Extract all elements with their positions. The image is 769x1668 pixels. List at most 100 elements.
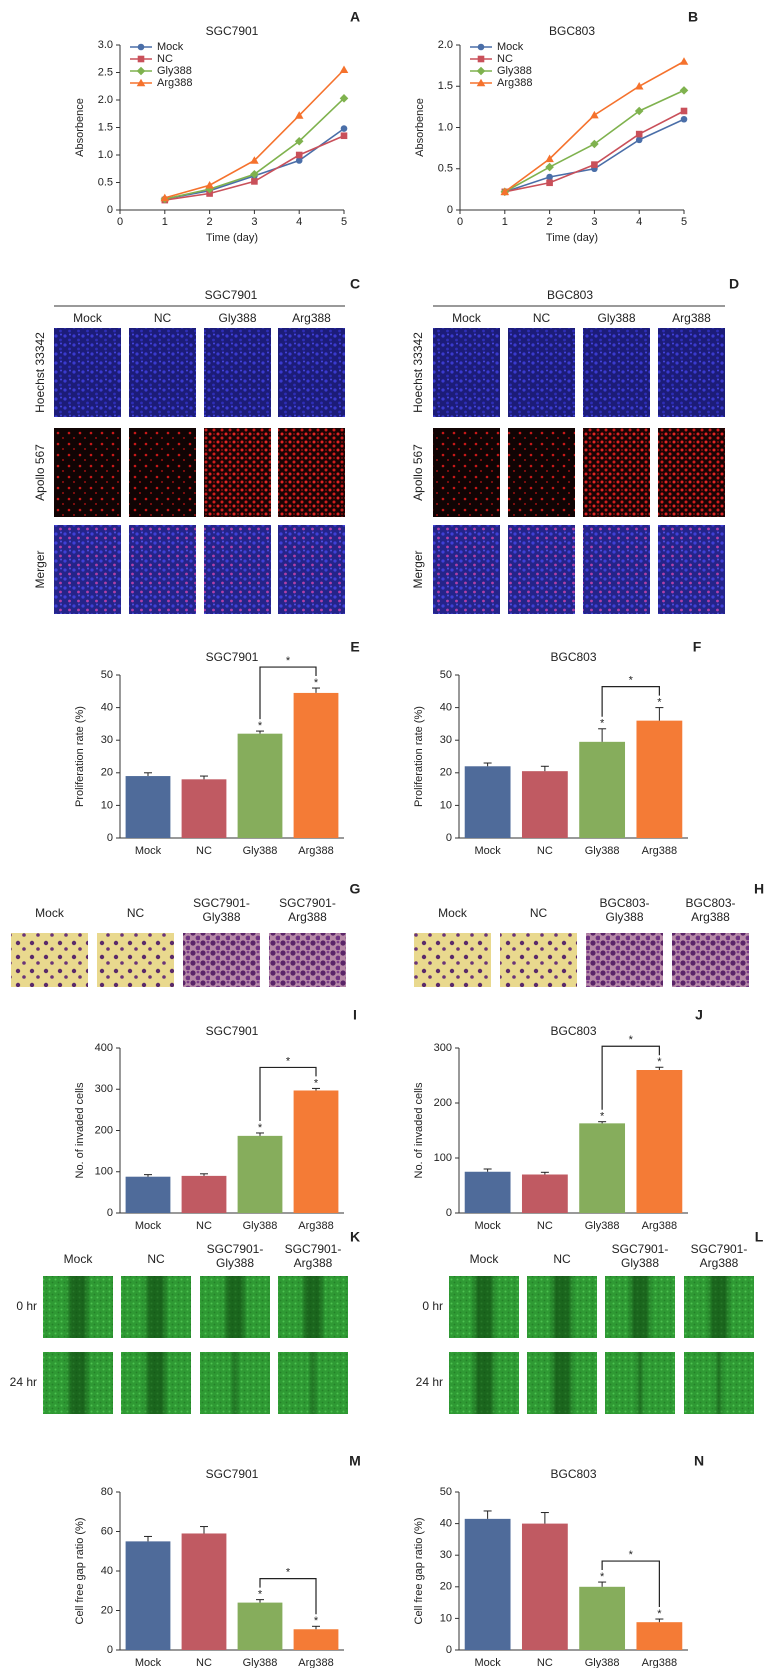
x-tick-label: 0	[457, 216, 463, 228]
x-tick-label: Mock	[474, 1657, 501, 1668]
wound-gap	[200, 1352, 270, 1414]
micrograph	[204, 525, 271, 614]
marker	[339, 65, 349, 74]
chart-title: SGC7901	[206, 1467, 259, 1481]
x-tick-label: Gly388	[585, 1657, 620, 1668]
legend-label: NC	[157, 53, 173, 65]
marker	[679, 86, 689, 95]
marker	[590, 110, 599, 119]
marker	[546, 179, 553, 187]
wound-gap	[278, 1352, 348, 1414]
column-label: NC	[127, 906, 145, 920]
y-tick-label: 50	[440, 669, 452, 681]
marker	[251, 178, 258, 185]
micrograph	[586, 933, 663, 987]
error-bar	[256, 730, 264, 734]
micrograph	[204, 328, 271, 417]
legend-marker	[137, 55, 145, 63]
micrograph	[54, 328, 121, 417]
bar	[125, 1541, 171, 1650]
panel-letter: C	[350, 276, 360, 292]
column-label: BGC803-	[685, 896, 735, 910]
error-bar	[200, 1526, 208, 1534]
column-label: NC	[530, 906, 548, 920]
marker	[339, 94, 349, 103]
panel-letter: J	[695, 1007, 703, 1023]
column-label: Gly388	[621, 1256, 659, 1270]
panel-letter: M	[349, 1453, 361, 1469]
panel-letter: K	[350, 1229, 360, 1245]
bar	[125, 776, 171, 838]
x-tick-label: Gly388	[585, 845, 620, 857]
bar	[237, 1602, 283, 1650]
panel-letter: D	[729, 276, 739, 292]
chart-title: SGC7901	[206, 650, 259, 664]
x-tick-label: 1	[502, 216, 508, 228]
micrograph	[129, 525, 196, 614]
legend-label: Mock	[157, 41, 184, 53]
column-label: Mock	[438, 906, 468, 920]
error-bar	[256, 1132, 264, 1136]
row-label: 24 hr	[10, 1375, 37, 1389]
x-tick-label: Gly388	[585, 1220, 620, 1232]
column-label: Gly388	[202, 910, 240, 924]
bar	[579, 741, 626, 838]
column-label: NC	[147, 1252, 165, 1266]
row-label: 0 hr	[422, 1299, 443, 1313]
column-label: Gly388	[216, 1256, 254, 1270]
column-label: Gly388	[605, 910, 643, 924]
wound-gap	[43, 1276, 113, 1338]
marker	[250, 156, 259, 164]
y-axis-label: Absorbence	[74, 98, 86, 157]
y-tick-label: 1.5	[438, 80, 453, 92]
bracket-label: *	[629, 675, 634, 687]
y-tick-label: 0	[107, 204, 113, 216]
bar	[181, 779, 227, 838]
x-tick-label: Gly388	[243, 1220, 278, 1232]
y-tick-label: 0	[446, 832, 452, 844]
column-label: Arg388	[700, 1256, 739, 1270]
row-label: Hoechst 33342	[411, 332, 425, 413]
marker	[546, 173, 553, 181]
significance-bracket	[259, 1578, 317, 1615]
column-label: Mock	[470, 1252, 500, 1266]
y-tick-label: 300	[434, 1042, 452, 1054]
bar	[464, 1171, 511, 1213]
x-tick-label: 3	[591, 216, 597, 228]
column-label: SGC7901-	[279, 896, 336, 910]
x-tick-label: Mock	[474, 845, 501, 857]
bar	[464, 766, 511, 838]
error-bar	[655, 1066, 664, 1070]
marker	[500, 187, 510, 196]
significance-bracket	[601, 1045, 660, 1110]
micrograph	[508, 428, 575, 517]
bracket-label: *	[286, 655, 291, 667]
y-tick-label: 0	[446, 1644, 452, 1656]
wound-gap	[449, 1352, 519, 1414]
legend-label: Gly388	[497, 65, 532, 77]
panel-letter: I	[353, 1007, 357, 1023]
legend-marker	[477, 55, 485, 63]
legend-label: Mock	[497, 41, 524, 53]
bracket-label: *	[286, 1567, 291, 1579]
marker	[680, 107, 688, 115]
column-label: Mock	[35, 906, 65, 920]
chart-title: BGC803	[550, 650, 596, 664]
marker	[635, 130, 643, 138]
y-tick-label: 1.0	[98, 149, 113, 161]
x-tick-label: Arg388	[298, 1220, 333, 1232]
marker	[295, 151, 303, 159]
bar	[237, 1135, 283, 1213]
significance-star: *	[314, 677, 319, 689]
column-label: NC	[533, 311, 551, 325]
error-bar	[144, 772, 152, 777]
x-tick-label: Arg388	[642, 1657, 677, 1668]
x-tick-label: Mock	[135, 845, 162, 857]
bar	[521, 771, 568, 838]
row-label: Apollo 567	[411, 444, 425, 501]
significance-star: *	[314, 1615, 319, 1627]
legend-marker	[137, 43, 145, 51]
x-tick-label: 4	[636, 216, 642, 228]
y-tick-label: 2.0	[438, 39, 453, 51]
